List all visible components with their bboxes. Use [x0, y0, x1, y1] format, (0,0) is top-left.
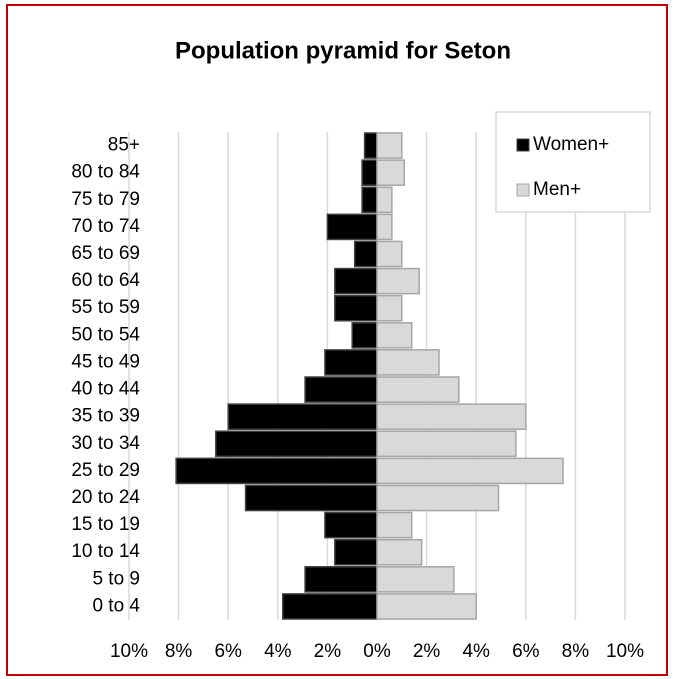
y-tick-label: 55 to 59	[71, 297, 140, 318]
y-tick-label: 30 to 34	[71, 433, 140, 454]
x-tick-label: 4%	[462, 641, 490, 662]
bar	[361, 159, 378, 186]
y-tick-label: 15 to 19	[71, 514, 140, 535]
bar	[376, 403, 527, 430]
y-tick-label: 20 to 24	[71, 487, 140, 508]
y-tick-label: 0 to 4	[92, 595, 140, 616]
y-tick-label: 50 to 54	[71, 324, 140, 345]
bar	[324, 349, 378, 376]
y-tick-label: 35 to 39	[71, 406, 140, 427]
x-tick-label: 2%	[314, 641, 342, 662]
bar	[353, 240, 378, 268]
x-tick-label: 10%	[110, 641, 148, 662]
y-tick-label: 40 to 44	[71, 379, 140, 400]
x-tick-label: 0%	[363, 641, 391, 662]
y-tick-label: 5 to 9	[92, 568, 140, 589]
bar	[282, 593, 378, 620]
x-tick-label: 6%	[214, 641, 242, 662]
bar	[376, 457, 564, 485]
y-tick-label: 10 to 14	[71, 541, 140, 562]
y-tick-label: 25 to 29	[71, 460, 140, 481]
y-tick-label: 80 to 84	[71, 162, 140, 183]
x-tick-label: 10%	[606, 641, 644, 662]
chart-title: Population pyramid for Seton	[175, 37, 511, 64]
bar	[175, 457, 378, 485]
bar	[376, 132, 403, 159]
bar	[376, 322, 413, 349]
x-tick-label: 2%	[413, 641, 441, 662]
bar	[363, 132, 378, 159]
y-tick-label: 70 to 74	[71, 216, 140, 237]
bar	[376, 267, 420, 295]
bar	[376, 511, 413, 539]
bar	[227, 403, 378, 430]
y-tick-label: 75 to 79	[71, 189, 140, 210]
bar	[334, 538, 378, 566]
legend-label: Men+	[533, 179, 581, 200]
y-tick-label: 60 to 64	[71, 270, 140, 291]
x-tick-label: 8%	[165, 641, 193, 662]
bar	[376, 484, 500, 512]
bar	[376, 566, 455, 593]
legend-swatch	[516, 138, 530, 152]
legend-label: Women+	[533, 134, 609, 155]
bar	[376, 538, 423, 566]
x-tick-label: 6%	[512, 641, 540, 662]
bar	[376, 186, 393, 214]
bar	[215, 430, 378, 458]
bar	[376, 240, 403, 268]
bar	[376, 349, 440, 376]
bar	[376, 213, 393, 241]
bar	[244, 484, 378, 512]
bar	[351, 322, 378, 349]
x-tick-label: 8%	[562, 641, 590, 662]
y-tick-label: 65 to 69	[71, 243, 140, 264]
bar	[376, 430, 517, 458]
bar	[334, 294, 378, 322]
bar	[376, 376, 460, 403]
bar	[304, 376, 378, 403]
y-tick-label: 85+	[108, 135, 140, 156]
bar	[334, 267, 378, 295]
bar	[361, 186, 378, 214]
bar	[376, 159, 406, 186]
y-tick-label: 45 to 49	[71, 351, 140, 372]
bar	[324, 511, 378, 539]
bar	[326, 213, 378, 241]
bar	[376, 294, 403, 322]
bar	[376, 593, 477, 620]
bar	[304, 566, 378, 593]
legend-swatch	[516, 183, 530, 197]
x-tick-label: 4%	[264, 641, 292, 662]
